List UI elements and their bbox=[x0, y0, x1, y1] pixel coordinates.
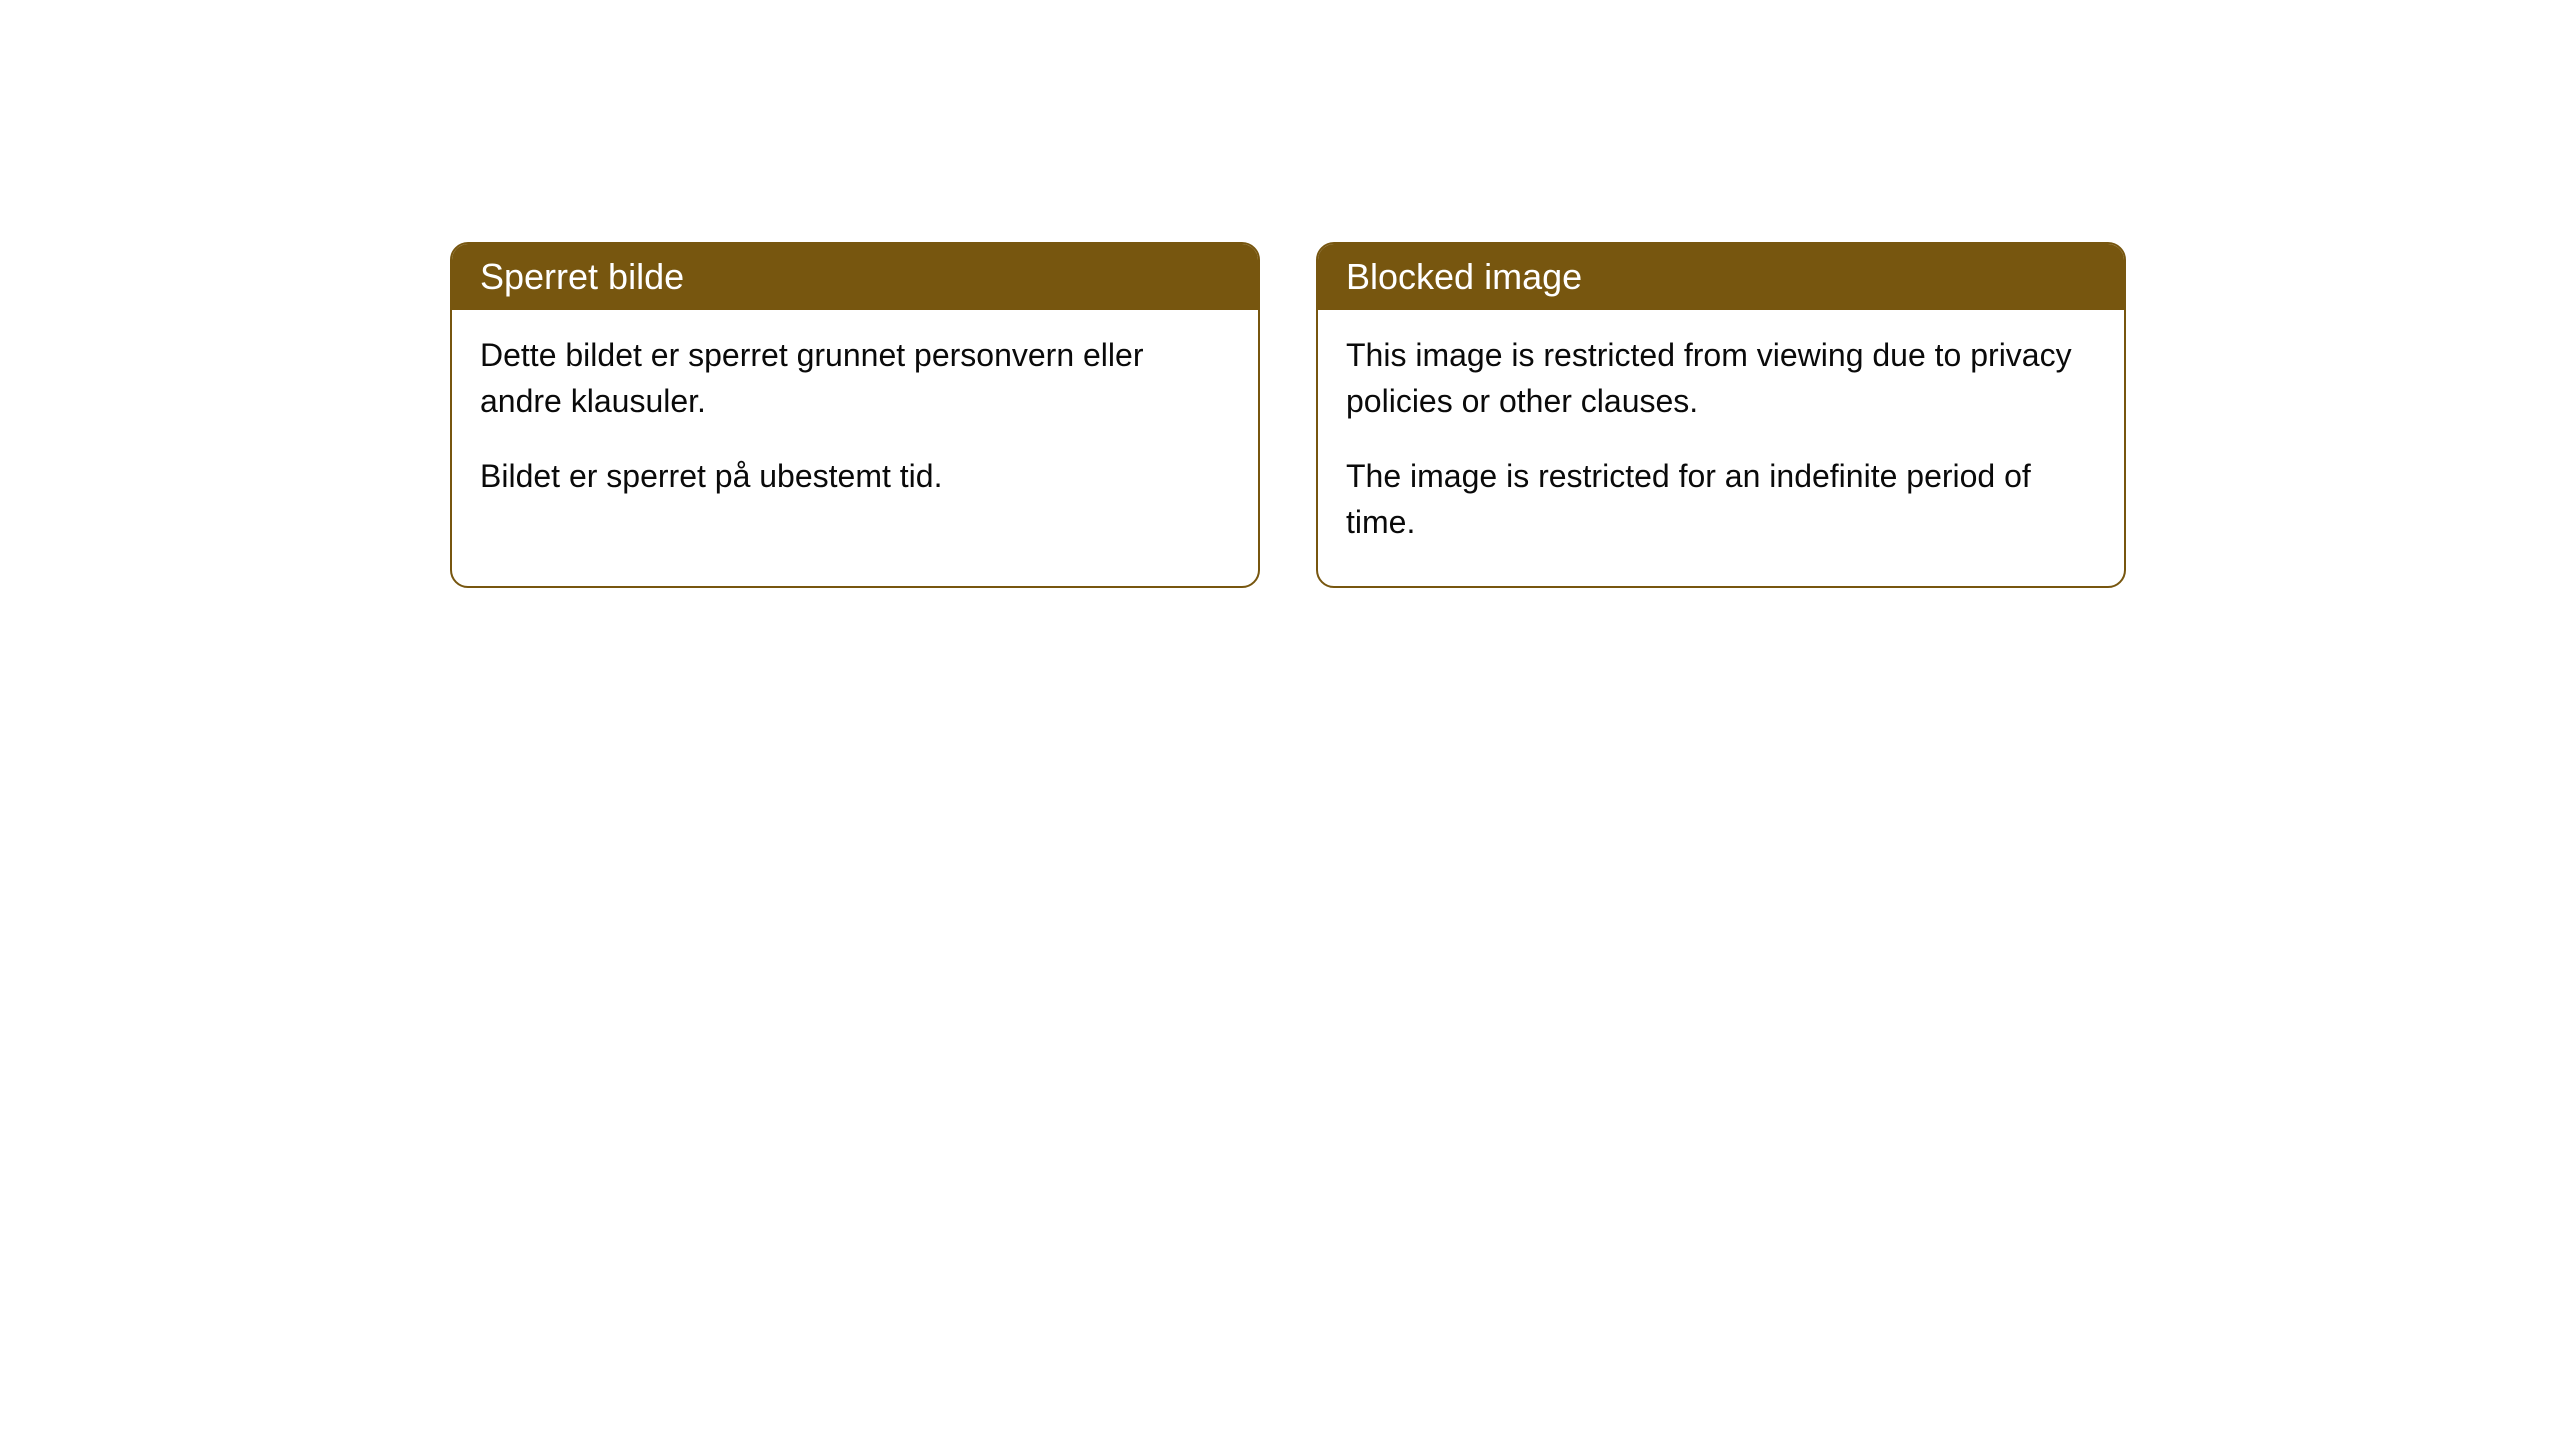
notice-cards-container: Sperret bilde Dette bildet er sperret gr… bbox=[450, 242, 2126, 588]
card-body: This image is restricted from viewing du… bbox=[1318, 310, 2124, 586]
blocked-image-card-en: Blocked image This image is restricted f… bbox=[1316, 242, 2126, 588]
card-header: Blocked image bbox=[1318, 244, 2124, 310]
card-paragraph: The image is restricted for an indefinit… bbox=[1346, 453, 2096, 546]
card-body: Dette bildet er sperret grunnet personve… bbox=[452, 310, 1258, 539]
card-title: Sperret bilde bbox=[480, 256, 684, 297]
card-title: Blocked image bbox=[1346, 256, 1582, 297]
blocked-image-card-no: Sperret bilde Dette bildet er sperret gr… bbox=[450, 242, 1260, 588]
card-paragraph: This image is restricted from viewing du… bbox=[1346, 332, 2096, 425]
card-paragraph: Bildet er sperret på ubestemt tid. bbox=[480, 453, 1230, 499]
card-header: Sperret bilde bbox=[452, 244, 1258, 310]
card-paragraph: Dette bildet er sperret grunnet personve… bbox=[480, 332, 1230, 425]
